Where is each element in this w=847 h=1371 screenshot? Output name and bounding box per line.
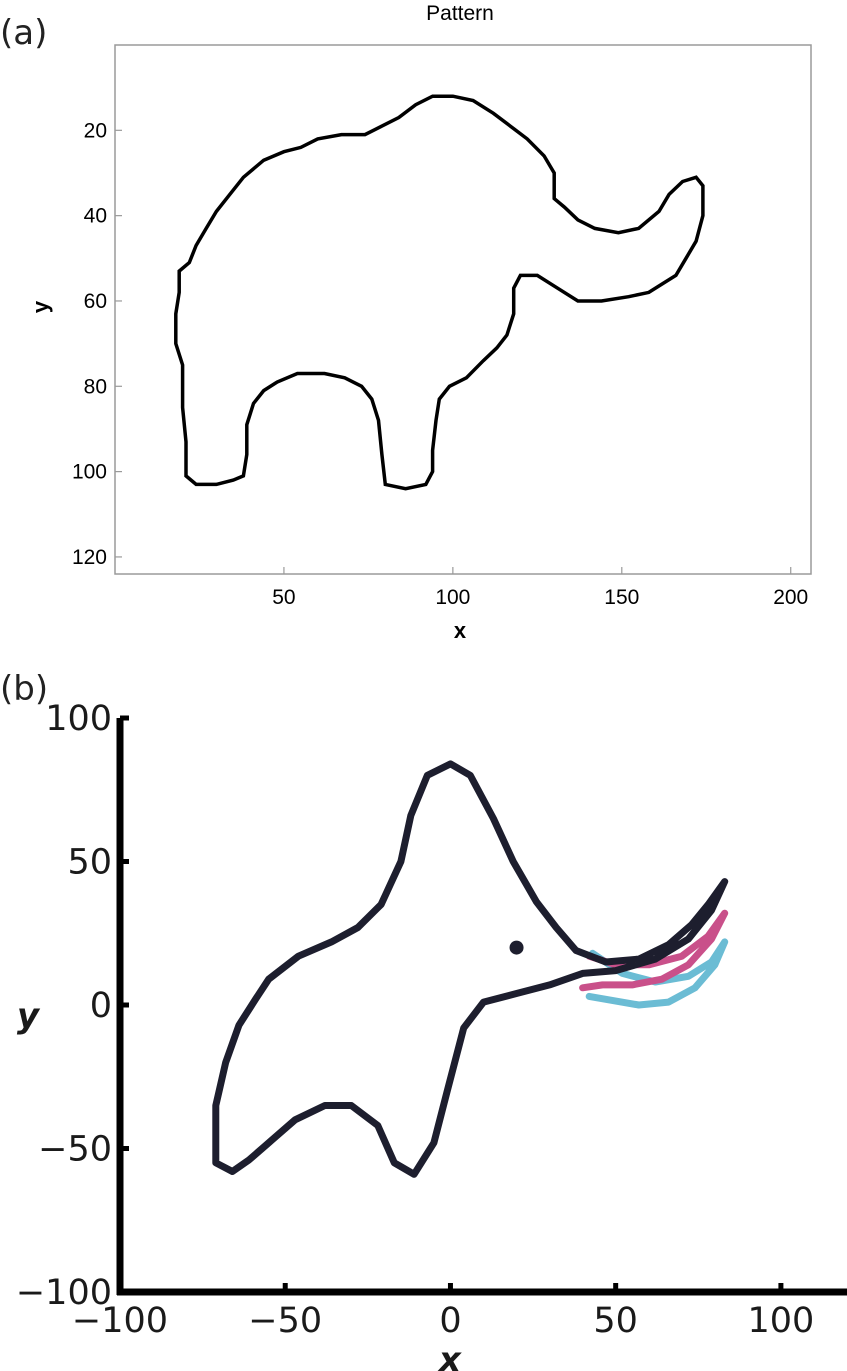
panel-a-x-tick-label: 50 [272, 586, 295, 609]
panel-b-y-tick-label: −100 [16, 1273, 112, 1313]
panel-b-y-tick-label: 100 [45, 699, 112, 739]
panel-a-elephant-outline [174, 94, 705, 491]
panel-a-plot-area [114, 44, 812, 575]
panel-a-y-tick-label: 60 [84, 290, 107, 313]
panel-b-y-tick-label: 0 [90, 986, 112, 1026]
panel-b-y-tick-label: 50 [67, 843, 112, 883]
panel-b-center-marker [509, 940, 524, 955]
panel-a-y-tick-label: 120 [72, 546, 107, 569]
panel-a-letter: (a) [0, 13, 47, 53]
panel-a-y-tick-label: 100 [72, 461, 107, 484]
panel-b-x-tick-label: −50 [248, 1301, 322, 1341]
panel-a-x-tick-label: 100 [435, 586, 470, 609]
panel-a-series [174, 94, 705, 491]
panel-b-y-axis-label: y [17, 996, 41, 1036]
panel-b-x-tick-label: −100 [72, 1301, 168, 1341]
panel-a-y-tick-label: 40 [84, 205, 107, 228]
panel-a-y-tick-label: 80 [84, 375, 107, 398]
panel-b-y-ticks: −100 −50 0 50 100 [16, 699, 129, 1313]
panel-a-y-tick-label: 20 [84, 119, 107, 142]
panel-b-pattern-curve [212, 760, 729, 1178]
panel-b-x-tick-label: 0 [439, 1301, 461, 1341]
panel-b-x-tick-label: 100 [748, 1301, 815, 1341]
panel-a-x-tick-label: 200 [773, 586, 808, 609]
panel-b-x-tick-label: 50 [593, 1301, 638, 1341]
panel-a-x-axis-label: x [454, 618, 467, 643]
panel-b-letter: (b) [0, 669, 48, 709]
panel-b-x-axis-label: x [437, 1340, 462, 1371]
panel-b-series [212, 760, 729, 1178]
panel-a-title: Pattern [426, 2, 494, 25]
panel-a-y-axis-label: y [28, 300, 53, 313]
panel-a: (a) Pattern 50 100 150 200 20 40 60 80 100 120 x… [0, 2, 812, 643]
panel-a-x-ticks: 50 100 150 200 [272, 567, 808, 609]
panel-b-x-ticks: −100 −50 0 50 100 [72, 1283, 814, 1341]
panel-b-y-tick-label: −50 [38, 1130, 112, 1170]
panel-a-x-tick-label: 150 [604, 586, 639, 609]
panel-b: (b) −100 −50 0 50 100 −100 −50 0 50 100 x y [0, 669, 847, 1371]
panel-a-y-ticks: 20 40 60 80 100 120 [72, 119, 122, 569]
